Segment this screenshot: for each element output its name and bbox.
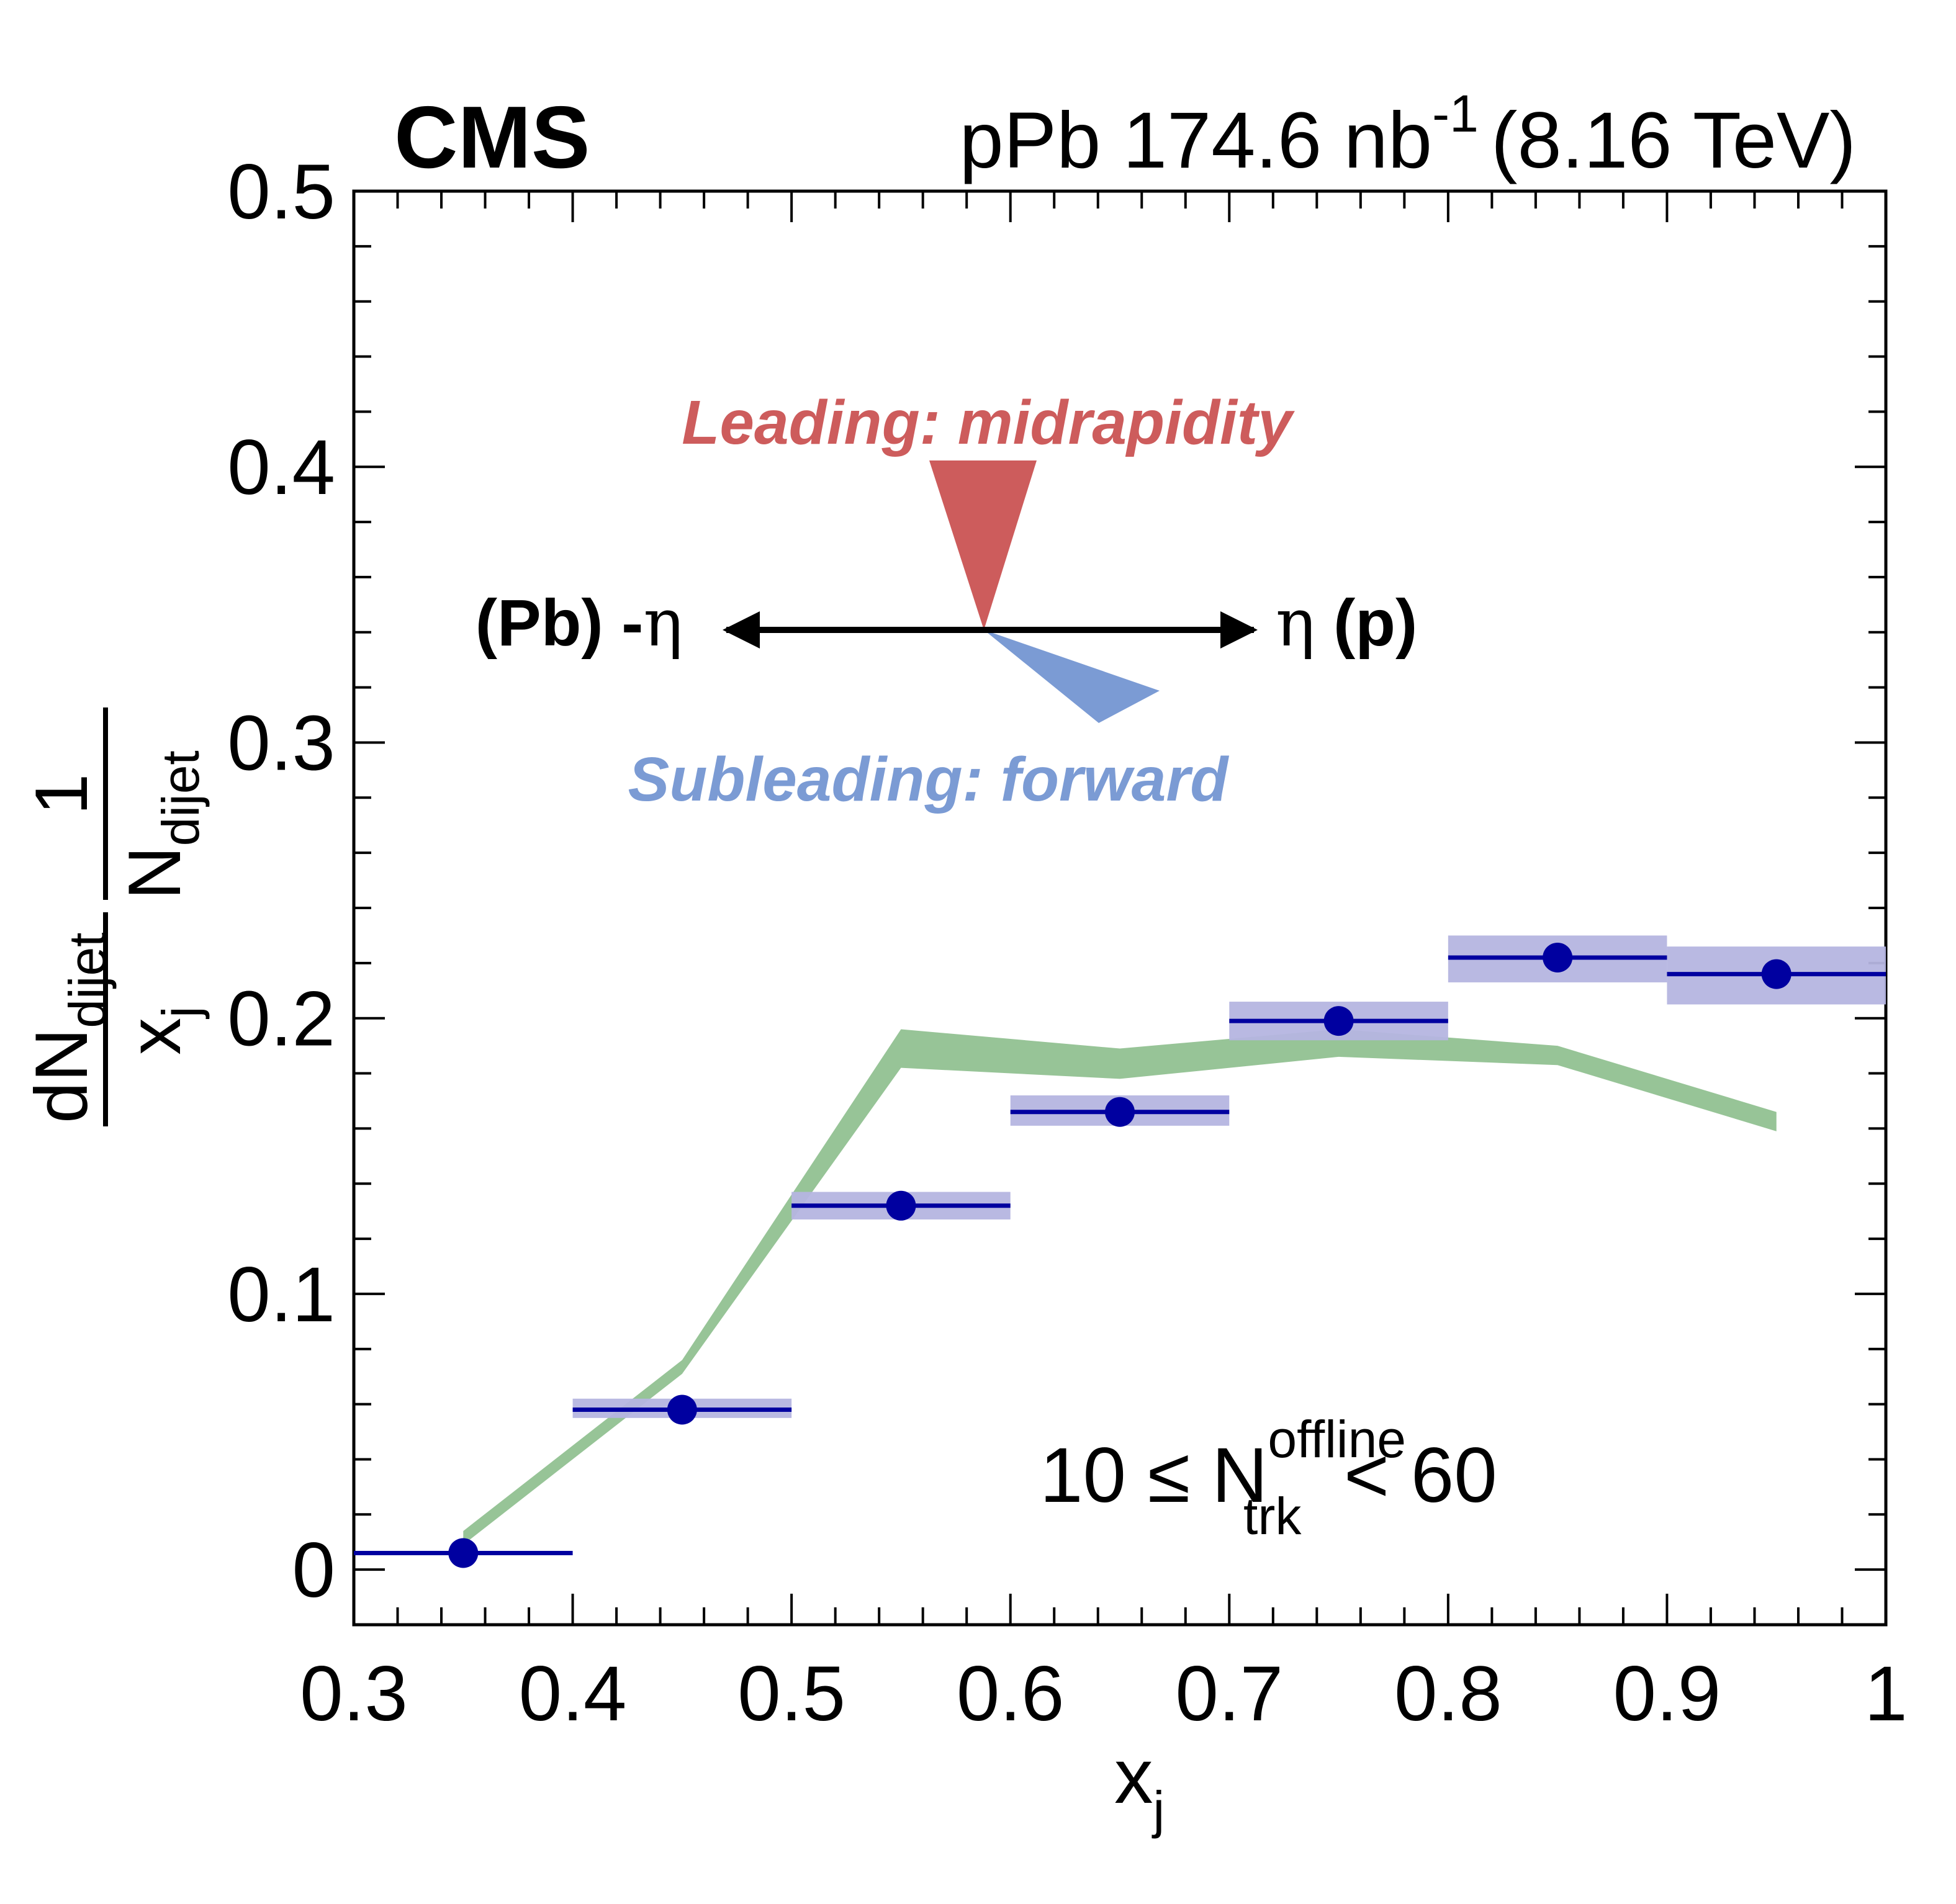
data-point xyxy=(1761,959,1791,989)
axis-ticks xyxy=(353,190,1887,1626)
selection-suffix: < 60 xyxy=(1322,1432,1497,1519)
x-tick-label: 0.9 xyxy=(1613,1651,1721,1737)
p-label: (p) xyxy=(1315,586,1418,660)
data-point xyxy=(1105,1097,1135,1127)
x-axis-subscript: j xyxy=(1152,1781,1165,1839)
data-layer xyxy=(354,942,1886,1568)
y-tick-label: 0 xyxy=(292,1527,335,1614)
x-tick-label: 0.8 xyxy=(1394,1651,1502,1737)
y-tick-label: 0.3 xyxy=(227,700,335,786)
eta-right-label: η (p) xyxy=(1276,585,1417,661)
experiment-label: CMS xyxy=(394,88,590,187)
x-tick-label: 0.4 xyxy=(519,1651,627,1737)
data-point xyxy=(667,1394,697,1425)
syst-box-layer xyxy=(572,935,1886,1418)
model-band xyxy=(463,1029,1777,1545)
collision-system: pPb 174.6 nb xyxy=(960,96,1433,185)
y-prefactor-den-subscript: dijet xyxy=(151,750,210,846)
selection-prefix: 10 ≤ N xyxy=(1040,1432,1268,1519)
x-axis-title: xj xyxy=(1114,1733,1165,1839)
data-point xyxy=(886,1190,916,1221)
model-band-layer xyxy=(463,1029,1777,1545)
y-tick-labels: 0 0.1 0.2 0.3 0.4 0.5 xyxy=(227,149,335,1614)
x-tick-label: 0.6 xyxy=(957,1651,1065,1737)
multiplicity-selection-label: 10 ≤ Noffline trk < 60 xyxy=(1040,1410,1497,1545)
y-derivative-num-symbol: dN xyxy=(20,1028,103,1123)
eta-symbol-right: η xyxy=(1276,585,1315,661)
y-tick-label: 0.2 xyxy=(227,976,335,1062)
leading-jet-label: Leading: midrapidity xyxy=(682,388,1295,457)
y-prefactor-den-symbol: N xyxy=(113,846,196,900)
data-point xyxy=(1543,942,1573,972)
x-tick-labels: 0.3 0.4 0.5 0.6 0.7 0.8 0.9 1 xyxy=(300,1651,1908,1737)
data-point xyxy=(448,1538,479,1568)
leading-jet-cone xyxy=(929,460,1037,630)
kinematics-cartoon: Leading: midrapidity (Pb) -η η (p) Suble… xyxy=(475,388,1418,814)
y-tick-label: 0.5 xyxy=(227,149,335,235)
y-tick-label: 0.1 xyxy=(227,1252,335,1338)
x-tick-label: 0.7 xyxy=(1175,1651,1283,1737)
y-prefactor-numerator: 1 xyxy=(20,774,103,815)
y-prefactor-denominator: Ndijet xyxy=(113,750,210,900)
y-derivative-den-symbol: x xyxy=(113,1018,196,1055)
y-derivative-den-subscript: j xyxy=(151,1006,210,1020)
energy-label: (8.16 TeV) xyxy=(1491,96,1856,185)
subleading-jet-label: Subleading: forward xyxy=(628,745,1230,814)
x-tick-label: 1 xyxy=(1864,1651,1908,1737)
selection-subscript: trk xyxy=(1243,1487,1302,1545)
lumi-exponent: -1 xyxy=(1432,84,1479,143)
x-tick-label: 0.5 xyxy=(737,1651,845,1737)
data-point xyxy=(1323,1006,1354,1036)
eta-left-label: (Pb) -η xyxy=(475,585,683,661)
luminosity-label: pPb 174.6 nb-1 (8.16 TeV) xyxy=(960,84,1856,185)
y-tick-label: 0.4 xyxy=(227,424,335,511)
pb-label: (Pb) - xyxy=(475,586,644,660)
y-derivative-denominator: xj xyxy=(113,1006,210,1055)
eta-symbol-left: η xyxy=(643,585,683,661)
x-axis-symbol: x xyxy=(1114,1733,1153,1820)
selection-superscript: offline xyxy=(1268,1410,1406,1468)
y-axis-title: 1 Ndijet dNdijet xj xyxy=(20,707,210,1126)
y-derivative-numerator: dNdijet xyxy=(20,932,117,1123)
x-tick-label: 0.3 xyxy=(300,1651,408,1737)
subleading-jet-cone xyxy=(984,630,1160,723)
